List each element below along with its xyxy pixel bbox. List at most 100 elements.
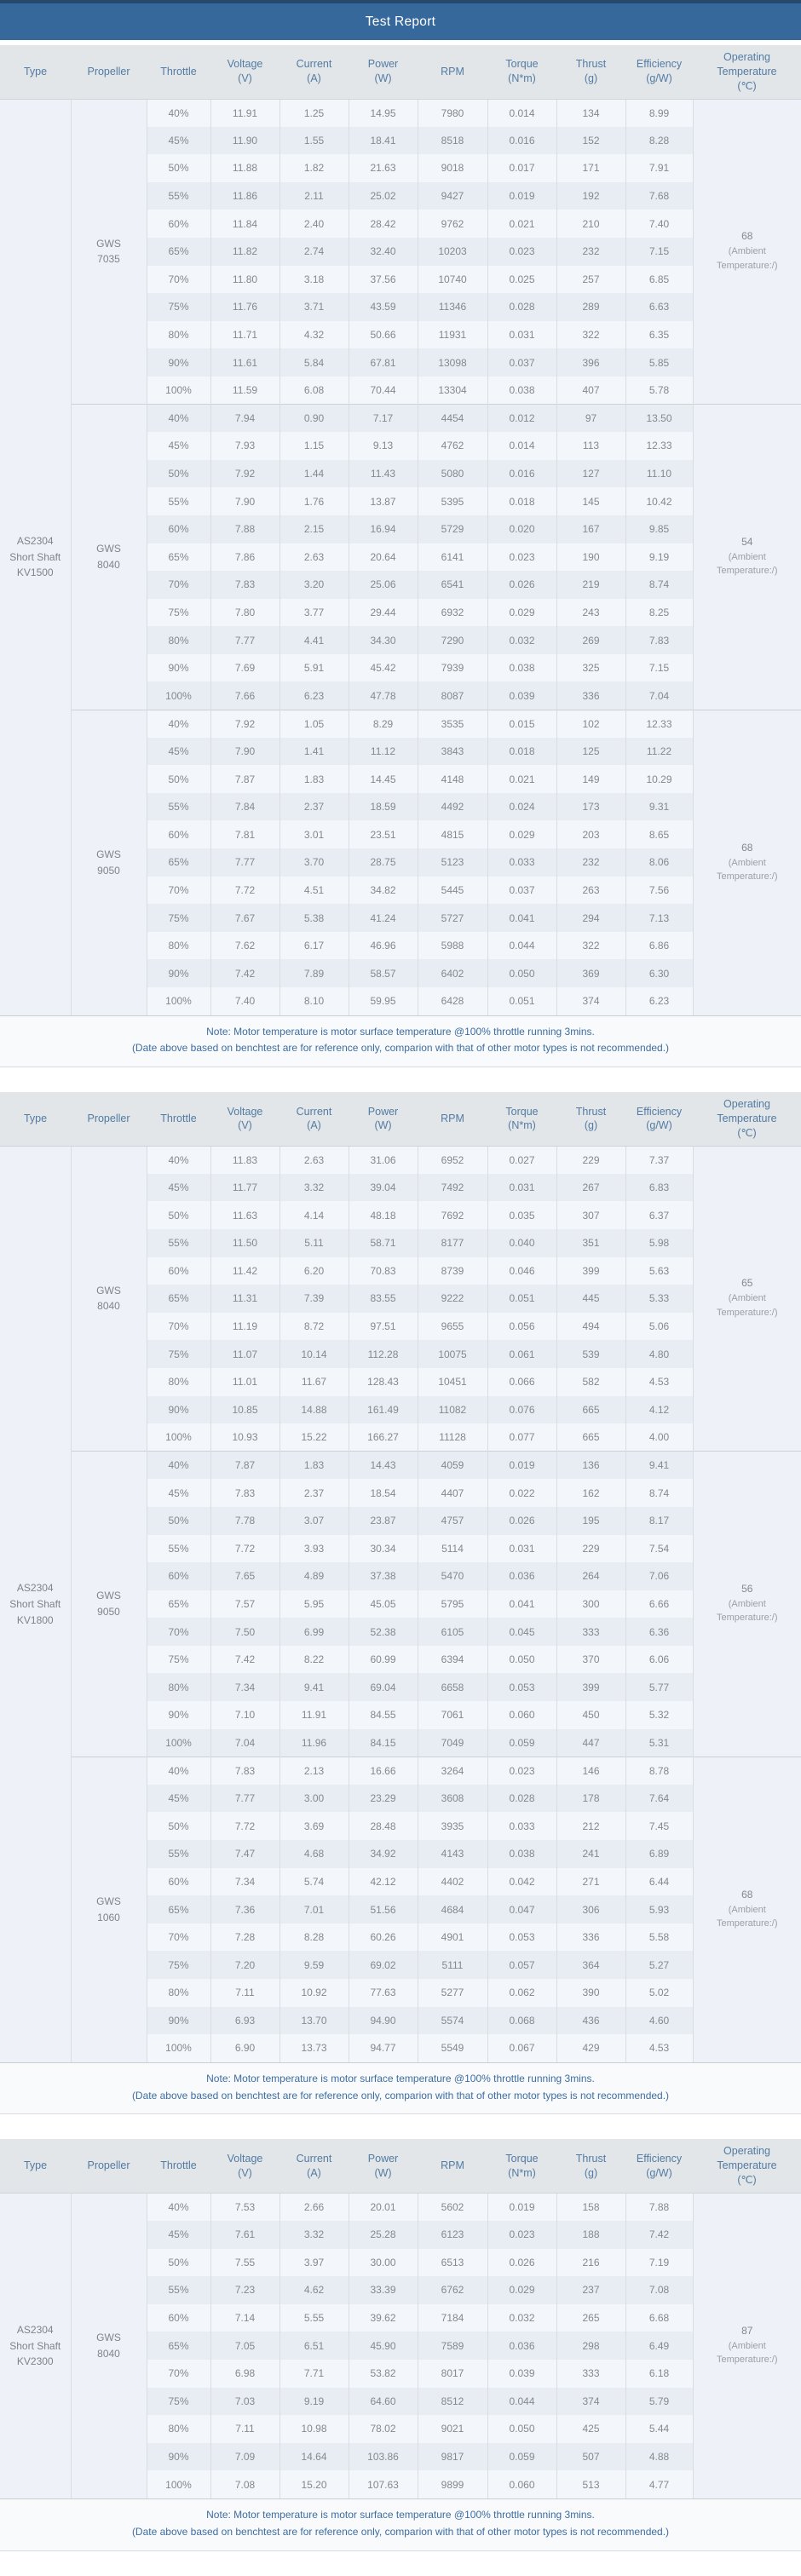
thrust-cell: 269 bbox=[556, 626, 625, 654]
torque-cell: 0.051 bbox=[487, 987, 556, 1015]
power-cell: 47.78 bbox=[348, 681, 418, 710]
voltage-cell: 7.14 bbox=[210, 2303, 279, 2332]
table-row: 60% 7.34 5.74 42.12 4402 0.042 271 6.44 bbox=[0, 1867, 801, 1896]
voltage-cell: 7.61 bbox=[210, 2220, 279, 2249]
voltage-cell: 11.01 bbox=[210, 1367, 279, 1396]
throttle-cell: 40% bbox=[146, 404, 210, 433]
efficiency-cell: 7.64 bbox=[625, 1784, 693, 1813]
table-note-kv2300: Note: Motor temperature is motor surface… bbox=[0, 2498, 801, 2551]
power-cell: 13.87 bbox=[348, 487, 418, 515]
current-cell: 2.66 bbox=[279, 2193, 349, 2221]
voltage-cell: 11.77 bbox=[210, 1173, 279, 1202]
table-row: 90% 7.69 5.91 45.42 7939 0.038 325 7.15 bbox=[0, 653, 801, 682]
table-row: 45% 11.77 3.32 39.04 7492 0.031 267 6.83 bbox=[0, 1173, 801, 1202]
table-row: GWS 9050 40% 7.87 1.83 14.43 4059 0.019 136 9.41 5… bbox=[0, 1451, 801, 1757]
power-cell: 103.86 bbox=[348, 2442, 418, 2471]
torque-cell: 0.032 bbox=[487, 2303, 556, 2332]
current-cell: 6.08 bbox=[279, 376, 349, 405]
power-cell: 128.43 bbox=[348, 1367, 418, 1396]
voltage-cell: 11.31 bbox=[210, 1285, 279, 1313]
throttle-cell: 100% bbox=[146, 2470, 210, 2498]
rpm-cell: 4762 bbox=[417, 432, 487, 460]
table-row: 75% 7.20 9.59 69.02 5111 0.057 364 5.27 bbox=[0, 1951, 801, 1979]
rpm-cell: 9222 bbox=[417, 1285, 487, 1313]
power-cell: 20.01 bbox=[348, 2193, 418, 2221]
throttle-cell: 75% bbox=[146, 2387, 210, 2416]
voltage-cell: 11.42 bbox=[210, 1256, 279, 1285]
power-cell: 67.81 bbox=[348, 348, 418, 377]
rpm-cell: 4454 bbox=[417, 404, 487, 433]
power-cell: 112.28 bbox=[348, 1340, 418, 1368]
rpm-cell: 3843 bbox=[417, 737, 487, 766]
efficiency-cell: 7.42 bbox=[625, 2220, 693, 2249]
efficiency-cell: 8.74 bbox=[625, 571, 693, 599]
rpm-cell: 8087 bbox=[417, 681, 487, 710]
thrust-cell: 127 bbox=[556, 459, 625, 488]
current-cell: 1.83 bbox=[279, 1451, 349, 1480]
thrust-cell: 178 bbox=[556, 1784, 625, 1813]
current-cell: 1.44 bbox=[279, 459, 349, 488]
current-cell: 3.97 bbox=[279, 2248, 349, 2277]
throttle-cell: 45% bbox=[146, 126, 210, 155]
rpm-cell: 6541 bbox=[417, 571, 487, 599]
table-row: 45% 7.77 3.00 23.29 3608 0.028 178 7.64 bbox=[0, 1784, 801, 1813]
col-header-efficiency: Efficiency (g/W) bbox=[625, 1092, 693, 1147]
throttle-cell: 70% bbox=[146, 265, 210, 294]
efficiency-cell: 9.19 bbox=[625, 543, 693, 572]
throttle-cell: 55% bbox=[146, 2276, 210, 2304]
power-cell: 30.00 bbox=[348, 2248, 418, 2277]
thrust-cell: 539 bbox=[556, 1340, 625, 1368]
efficiency-cell: 7.04 bbox=[625, 681, 693, 710]
power-cell: 14.43 bbox=[348, 1451, 418, 1480]
voltage-cell: 7.57 bbox=[210, 1590, 279, 1619]
power-cell: 37.56 bbox=[348, 265, 418, 294]
thrust-cell: 212 bbox=[556, 1812, 625, 1841]
throttle-cell: 55% bbox=[146, 1840, 210, 1868]
note-line-1: Note: Motor temperature is motor surface… bbox=[206, 2072, 595, 2084]
voltage-cell: 7.93 bbox=[210, 432, 279, 460]
efficiency-cell: 8.17 bbox=[625, 1506, 693, 1535]
current-cell: 1.15 bbox=[279, 432, 349, 460]
torque-cell: 0.044 bbox=[487, 931, 556, 960]
rpm-cell: 6394 bbox=[417, 1645, 487, 1674]
throttle-cell: 65% bbox=[146, 1590, 210, 1619]
power-cell: 46.96 bbox=[348, 931, 418, 960]
table-row: 65% 7.57 5.95 45.05 5795 0.041 300 6.66 bbox=[0, 1590, 801, 1619]
throttle-cell: 90% bbox=[146, 2442, 210, 2471]
torque-cell: 0.038 bbox=[487, 653, 556, 682]
voltage-cell: 7.03 bbox=[210, 2387, 279, 2416]
torque-cell: 0.066 bbox=[487, 1367, 556, 1396]
col-header-thrust: Thrust (g) bbox=[556, 45, 625, 100]
propeller-name: GWS 7035 bbox=[70, 99, 147, 405]
torque-cell: 0.061 bbox=[487, 1340, 556, 1368]
power-cell: 51.56 bbox=[348, 1895, 418, 1923]
current-cell: 3.69 bbox=[279, 1812, 349, 1841]
current-cell: 1.41 bbox=[279, 737, 349, 766]
thrust-cell: 229 bbox=[556, 1534, 625, 1563]
current-cell: 7.71 bbox=[279, 2359, 349, 2388]
rpm-cell: 6123 bbox=[417, 2220, 487, 2249]
power-cell: 69.04 bbox=[348, 1673, 418, 1702]
thrust-cell: 134 bbox=[556, 99, 625, 127]
current-cell: 3.32 bbox=[279, 2220, 349, 2249]
thrust-cell: 257 bbox=[556, 265, 625, 294]
current-cell: 13.73 bbox=[279, 2034, 349, 2062]
current-cell: 4.14 bbox=[279, 1201, 349, 1229]
thrust-cell: 307 bbox=[556, 1201, 625, 1229]
throttle-cell: 45% bbox=[146, 1479, 210, 1507]
throttle-cell: 65% bbox=[146, 1285, 210, 1313]
rpm-cell: 4901 bbox=[417, 1923, 487, 1952]
rpm-cell: 11082 bbox=[417, 1395, 487, 1424]
propeller-name: GWS 9050 bbox=[70, 1451, 147, 1757]
torque-cell: 0.029 bbox=[487, 2276, 556, 2304]
table-row: 100% 11.59 6.08 70.44 13304 0.038 407 5.78 bbox=[0, 376, 801, 405]
torque-cell: 0.023 bbox=[487, 1756, 556, 1785]
efficiency-cell: 6.86 bbox=[625, 931, 693, 960]
thrust-cell: 216 bbox=[556, 2248, 625, 2277]
current-cell: 14.88 bbox=[279, 1395, 349, 1424]
throttle-cell: 80% bbox=[146, 2415, 210, 2443]
rpm-cell: 4757 bbox=[417, 1506, 487, 1535]
rpm-cell: 7184 bbox=[417, 2303, 487, 2332]
rpm-cell: 9427 bbox=[417, 181, 487, 210]
thrust-cell: 390 bbox=[556, 1979, 625, 2007]
